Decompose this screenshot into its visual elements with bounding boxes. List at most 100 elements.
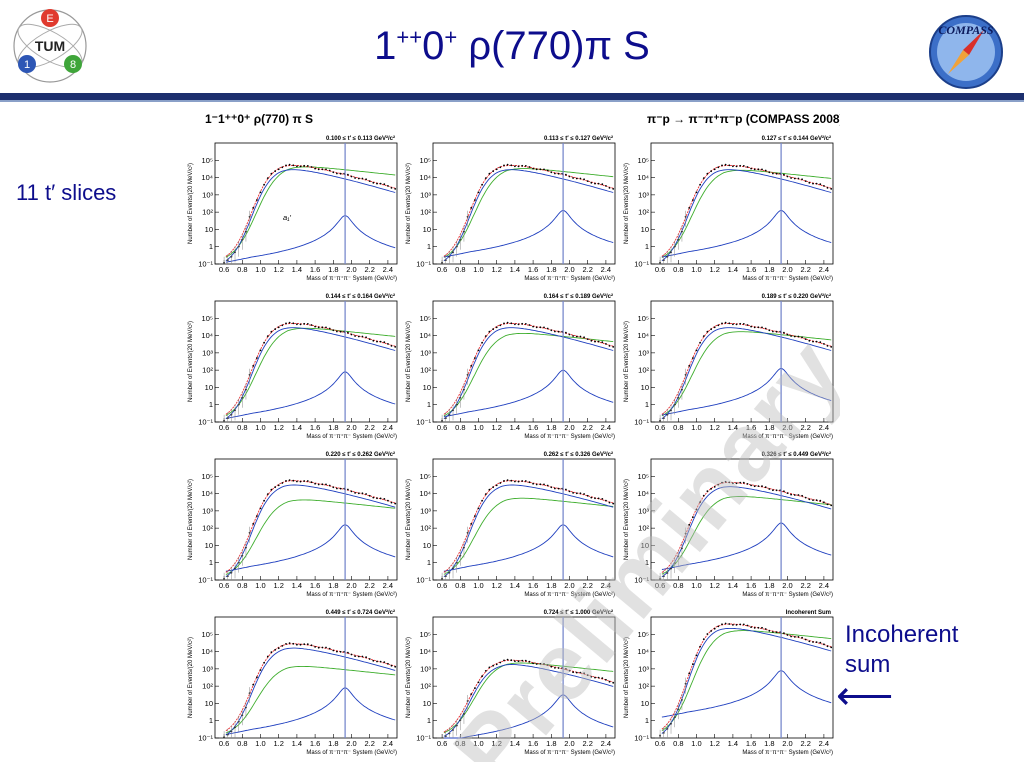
x-tick-label: 1.4 <box>510 265 520 274</box>
data-point <box>506 321 509 324</box>
y-tick-label: 1 <box>645 716 649 725</box>
x-tick-label: 2.2 <box>364 423 374 432</box>
data-point <box>368 658 371 660</box>
data-point <box>299 323 302 326</box>
data-point <box>495 168 498 171</box>
data-point <box>347 651 349 654</box>
data-point <box>310 644 313 647</box>
x-tick-label: 0.8 <box>455 581 465 590</box>
y-tick-label: 10 <box>205 541 213 550</box>
data-point <box>524 480 527 482</box>
data-point <box>266 335 269 337</box>
y-tick-label: 10³ <box>420 506 431 515</box>
component-curve <box>661 627 832 734</box>
data-point <box>357 177 360 180</box>
background-curve <box>661 331 832 417</box>
data-point <box>695 191 698 194</box>
data-point <box>732 482 734 485</box>
data-point <box>692 357 694 359</box>
data-point <box>594 497 596 500</box>
x-tick-label: 0.6 <box>655 739 665 748</box>
data-point <box>594 182 596 185</box>
data-point <box>314 646 316 648</box>
data-point <box>310 481 313 484</box>
x-tick-label: 0.6 <box>437 265 447 274</box>
data-point <box>524 659 527 662</box>
a1-prime-annotation: a₁′ <box>283 213 292 222</box>
total-fit-curve <box>225 480 396 573</box>
data-point <box>572 177 574 179</box>
x-tick-label: 1.4 <box>728 739 738 748</box>
x-tick-label: 2.4 <box>819 423 829 432</box>
y-tick-label: 1 <box>427 400 431 409</box>
data-point <box>597 182 600 185</box>
data-point <box>554 330 556 333</box>
data-point <box>387 499 389 502</box>
data-point <box>605 185 607 187</box>
data-point <box>306 643 309 646</box>
panel-title: 0.220 ≤ t′ ≤ 0.262 GeV²/c² <box>326 451 395 458</box>
data-point <box>325 646 327 649</box>
data-point <box>590 181 593 184</box>
component-curve <box>443 664 614 737</box>
data-point <box>299 480 302 483</box>
y-tick-label: 1 <box>427 242 431 251</box>
data-point <box>830 504 833 507</box>
data-point <box>474 357 476 359</box>
y-tick-label: 10⁵ <box>420 630 431 639</box>
data-point <box>721 623 723 626</box>
data-point <box>306 323 309 325</box>
arrow-left-icon: ⟵ <box>836 674 894 718</box>
data-point <box>488 488 491 491</box>
data-point <box>568 669 571 672</box>
x-tick-label: 1.0 <box>255 423 265 432</box>
x-tick-label: 1.4 <box>292 265 302 274</box>
x-tick-label: 2.2 <box>582 265 592 274</box>
x-tick-label: 2.2 <box>582 739 592 748</box>
data-point <box>481 499 483 502</box>
data-point <box>470 693 473 695</box>
data-point <box>339 172 342 175</box>
data-point <box>292 642 295 645</box>
data-point <box>808 498 811 501</box>
data-point <box>808 181 811 184</box>
data-point <box>550 329 553 332</box>
data-point <box>735 624 738 626</box>
x-tick-label: 1.4 <box>292 423 302 432</box>
x-tick-label: 0.8 <box>673 423 683 432</box>
data-point <box>376 182 378 185</box>
data-point <box>572 492 574 494</box>
data-point <box>510 322 513 325</box>
data-point <box>783 632 785 634</box>
plot-panel: 0.127 ≤ t′ ≤ 0.144 GeV²/c² 10⁻¹ 1 10 10² 10³ 1… <box>624 135 834 282</box>
data-point <box>688 672 691 675</box>
data-point <box>699 341 701 344</box>
data-point <box>819 499 822 502</box>
y-axis-label: Number of Events/(20 MeV/c²) <box>624 479 630 560</box>
x-axis-label: Mass of π⁻π⁺π⁻ System (GeV/c²) <box>742 591 833 598</box>
y-tick-label: 10³ <box>638 664 649 673</box>
tum-logo: E 1 8 TUM <box>13 9 87 83</box>
y-tick-label: 1 <box>209 558 213 567</box>
x-tick-label: 1.0 <box>691 739 701 748</box>
logo-number-1: 1 <box>24 59 30 71</box>
data-point <box>288 321 291 324</box>
data-point <box>365 493 367 495</box>
data-point <box>742 165 745 167</box>
y-tick-label: 10 <box>641 699 649 708</box>
background-curve <box>661 169 832 258</box>
component-curve <box>225 169 396 262</box>
data-point <box>732 165 734 168</box>
y-tick-label: 10 <box>205 225 213 234</box>
component-curve <box>225 327 396 420</box>
data-point <box>303 322 306 325</box>
data-point <box>568 490 571 493</box>
data-point <box>790 493 792 496</box>
data-point <box>256 676 258 679</box>
a1-prime-curve <box>443 524 614 572</box>
data-point <box>579 177 582 180</box>
a1-prime-curve <box>443 369 614 418</box>
data-point <box>350 653 353 656</box>
y-tick-label: 10⁵ <box>202 314 213 323</box>
data-point <box>339 487 342 490</box>
